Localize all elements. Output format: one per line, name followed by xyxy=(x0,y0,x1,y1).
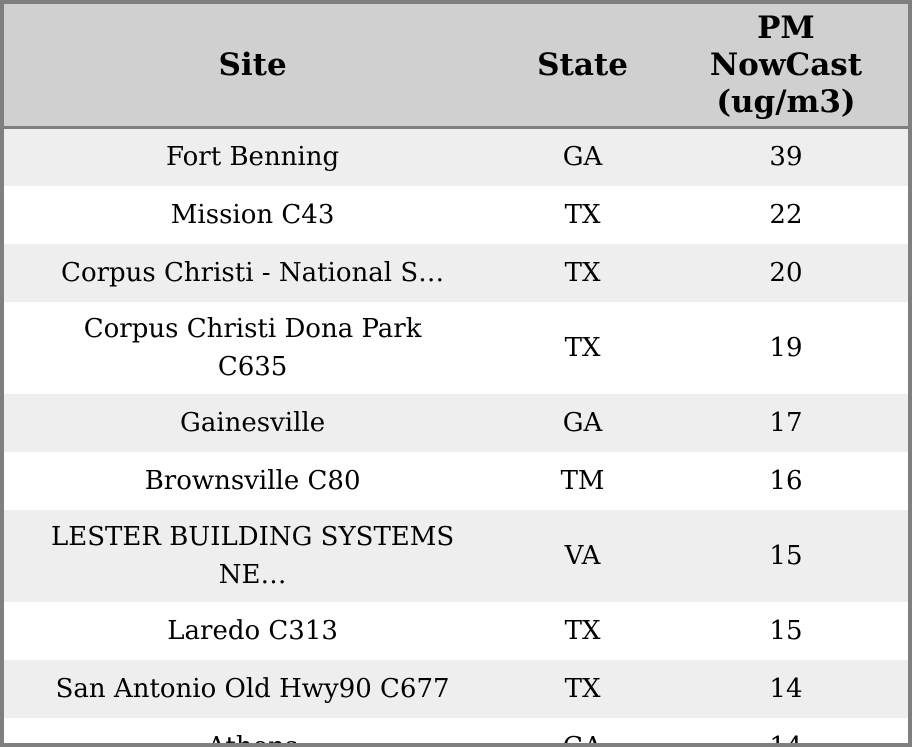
table-row: Brownsville C80 TM 16 xyxy=(4,451,908,510)
site-name: Athens xyxy=(207,731,299,747)
pm-nowcast-cell: 19 xyxy=(769,332,803,363)
column-header-pm-nowcast: PM NowCast (ug/m3) xyxy=(663,4,908,129)
state-cell: GA xyxy=(562,407,603,438)
state-cell: TX xyxy=(564,615,601,646)
site-name: Fort Benning xyxy=(166,142,340,173)
pm-nowcast-cell: 14 xyxy=(769,731,803,747)
site-cell: Gainesville xyxy=(4,394,501,452)
site-cell: Fort Benning xyxy=(4,128,501,186)
column-header-state-label: State xyxy=(537,46,628,83)
column-header-state: State xyxy=(501,4,664,129)
site-cell: San Antonio Old Hwy90 C677 xyxy=(4,660,501,718)
pm-nowcast-cell: 15 xyxy=(769,615,803,646)
site-name: Mission C43 xyxy=(170,199,335,230)
state-cell: VA xyxy=(564,540,601,571)
site-name: Corpus Christi Dona Park C635 xyxy=(83,313,422,382)
table-row: Fort Benning GA 39 xyxy=(4,127,908,186)
pm-nowcast-cell: 22 xyxy=(769,199,803,230)
pm-nowcast-cell: 15 xyxy=(769,540,803,571)
state-cell: GA xyxy=(562,731,603,747)
pm-nowcast-cell: 14 xyxy=(769,673,803,704)
site-cell: Laredo C313 xyxy=(4,602,501,660)
state-cell: TX xyxy=(564,332,601,363)
site-name: LESTER BUILDING SYSTEMS NE… xyxy=(50,521,455,590)
state-cell: TX xyxy=(564,673,601,704)
pm-nowcast-cell: 39 xyxy=(769,142,803,173)
column-header-site-label: Site xyxy=(218,46,287,83)
site-name: Corpus Christi - National S… xyxy=(61,257,445,288)
site-name: Gainesville xyxy=(180,407,326,438)
table-row: San Antonio Old Hwy90 C677 TX 14 xyxy=(4,659,908,718)
site-name: Laredo C313 xyxy=(167,615,338,646)
pm-nowcast-cell: 17 xyxy=(769,407,803,438)
site-cell: Brownsville C80 xyxy=(4,452,501,510)
state-cell: GA xyxy=(562,142,603,173)
pm-nowcast-cell: 20 xyxy=(769,257,803,288)
state-cell: TX xyxy=(564,257,601,288)
table-row: Athens GA 14 xyxy=(4,717,908,747)
table-row: LESTER BUILDING SYSTEMS NE… VA 15 xyxy=(4,509,908,602)
table-row: Gainesville GA 17 xyxy=(4,393,908,452)
state-cell: TX xyxy=(564,199,601,230)
site-name: San Antonio Old Hwy90 C677 xyxy=(55,673,450,704)
column-header-pm-nowcast-label: PM NowCast (ug/m3) xyxy=(709,9,863,120)
site-name: Brownsville C80 xyxy=(144,465,361,496)
column-header-site: Site xyxy=(4,4,502,129)
header-row: Site State PM NowCast (ug/m3) xyxy=(4,4,908,129)
site-cell: Athens xyxy=(4,718,501,747)
table-row: Laredo C313 TX 15 xyxy=(4,601,908,660)
site-cell: Corpus Christi - National S… xyxy=(4,244,501,302)
table-row: Mission C43 TX 22 xyxy=(4,185,908,244)
site-cell: Mission C43 xyxy=(4,186,501,244)
pm-nowcast-cell: 16 xyxy=(769,465,803,496)
table-row: Corpus Christi - National S… TX 20 xyxy=(4,243,908,302)
sites-table: Site State PM NowCast (ug/m3) Fort Benni… xyxy=(4,4,908,747)
state-cell: TM xyxy=(560,465,605,496)
table-body: Fort Benning GA 39 Mission C43 TX 22 Cor… xyxy=(4,127,908,747)
site-cell: Corpus Christi Dona Park C635 xyxy=(4,302,501,394)
table-row: Corpus Christi Dona Park C635 TX 19 xyxy=(4,301,908,394)
site-cell: LESTER BUILDING SYSTEMS NE… xyxy=(4,510,501,602)
